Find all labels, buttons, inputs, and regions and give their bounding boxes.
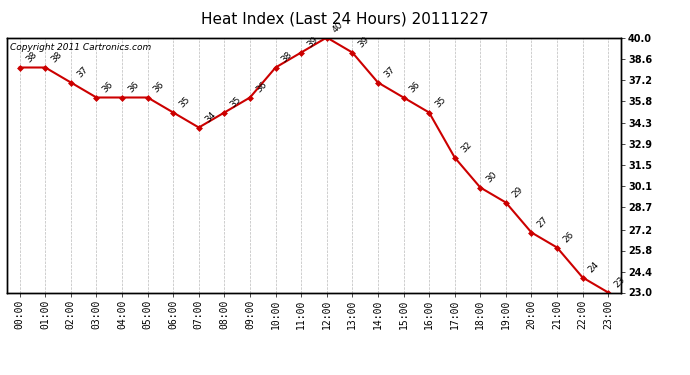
Text: Heat Index (Last 24 Hours) 20111227: Heat Index (Last 24 Hours) 20111227 (201, 11, 489, 26)
Text: 35: 35 (433, 95, 448, 110)
Text: 34: 34 (203, 110, 217, 125)
Text: 36: 36 (408, 80, 422, 95)
Text: 36: 36 (101, 80, 115, 95)
Text: 38: 38 (279, 50, 294, 65)
Text: 39: 39 (305, 35, 320, 50)
Text: 23: 23 (612, 275, 627, 290)
Text: 36: 36 (152, 80, 166, 95)
Text: 38: 38 (50, 50, 64, 65)
Text: 27: 27 (535, 215, 550, 230)
Text: 35: 35 (177, 95, 192, 110)
Text: 30: 30 (484, 170, 499, 185)
Text: 36: 36 (254, 80, 268, 95)
Text: 29: 29 (510, 185, 524, 200)
Text: 38: 38 (24, 50, 39, 65)
Text: 40: 40 (331, 20, 345, 35)
Text: 39: 39 (357, 35, 371, 50)
Text: 37: 37 (75, 65, 90, 80)
Text: 32: 32 (459, 140, 473, 155)
Text: 24: 24 (586, 260, 601, 275)
Text: 26: 26 (561, 230, 575, 245)
Text: 36: 36 (126, 80, 141, 95)
Text: 37: 37 (382, 65, 397, 80)
Text: 35: 35 (228, 95, 243, 110)
Text: Copyright 2011 Cartronics.com: Copyright 2011 Cartronics.com (10, 43, 151, 52)
